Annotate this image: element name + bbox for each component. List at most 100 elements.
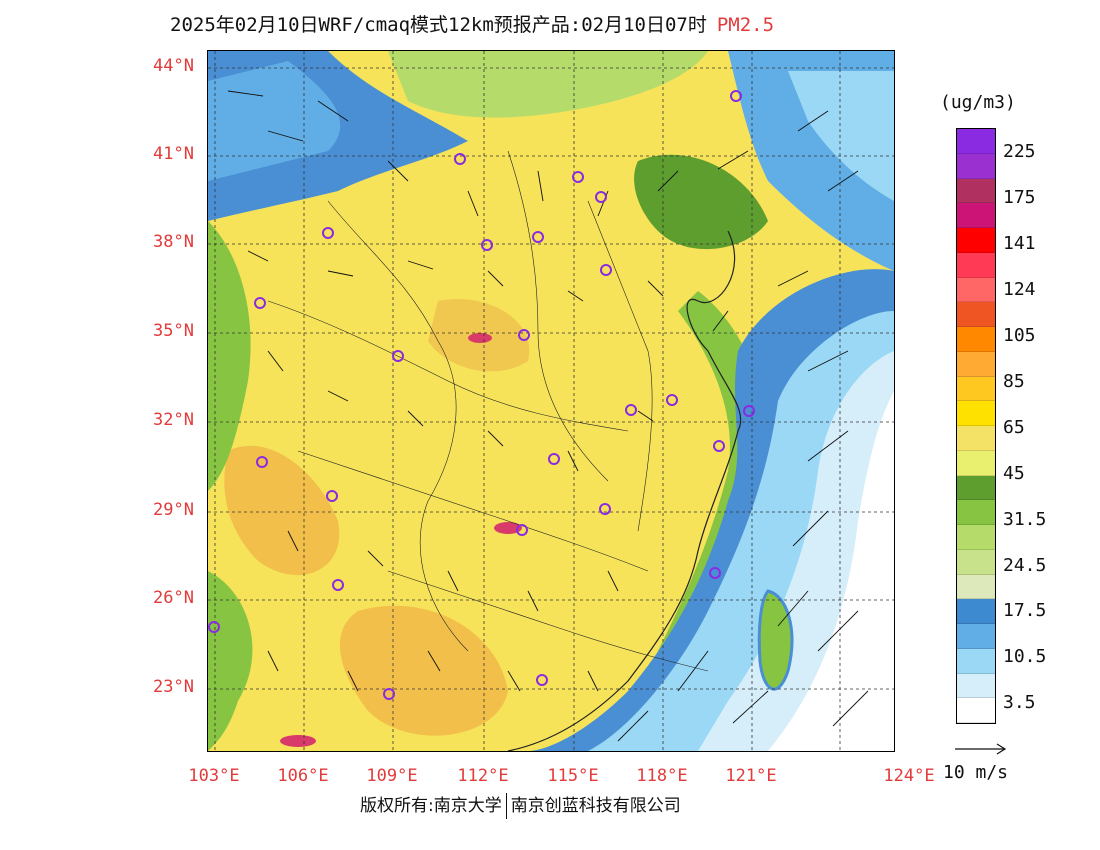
station-marker — [481, 239, 493, 251]
color-swatch-18 — [957, 574, 995, 600]
station-marker — [548, 453, 560, 465]
province-borders — [267, 150, 709, 672]
chart-title: 2025年02月10日WRF/cmaq模式12km预报产品:02月10日07时 P… — [170, 10, 774, 37]
lon-label-103: 103°E — [188, 766, 240, 786]
color-swatch-17 — [957, 549, 995, 575]
hotspot-1 — [494, 522, 522, 534]
lat-label-38: 38°N — [153, 232, 194, 252]
station-marker — [625, 404, 637, 416]
station-marker — [516, 524, 528, 536]
station-marker — [208, 621, 220, 633]
legend-label: 124 — [1003, 279, 1036, 300]
lat-label-32: 32°N — [153, 410, 194, 430]
station-marker — [730, 90, 742, 102]
low-region-northeast-light — [788, 71, 894, 201]
green-region-northplain — [634, 154, 768, 250]
station-marker — [322, 227, 334, 239]
legend-label: 3.5 — [1003, 692, 1036, 713]
copyright-footer: 版权所有:南京大学 南京创蓝科技有限公司 — [360, 791, 681, 819]
pm25-map — [207, 50, 895, 752]
color-swatch-22 — [957, 673, 995, 699]
color-swatch-15 — [957, 500, 995, 525]
color-swatch-10 — [957, 376, 995, 402]
lat-label-41: 41°N — [153, 144, 194, 164]
color-swatch-2 — [957, 178, 995, 204]
station-marker — [392, 350, 404, 362]
wind-scale-arrow — [955, 743, 1007, 755]
station-marker — [518, 329, 530, 341]
color-swatch-7 — [957, 302, 995, 327]
color-swatch-3 — [957, 203, 995, 228]
copyright-right: 南京创蓝科技有限公司 — [510, 796, 681, 816]
color-swatch-20 — [957, 624, 995, 649]
station-marker — [595, 191, 607, 203]
station-marker — [254, 297, 266, 309]
color-swatch-12 — [957, 426, 995, 451]
coastline — [507, 230, 742, 751]
station-marker — [599, 503, 611, 515]
lon-label-118: 118°E — [636, 766, 688, 786]
lon-label-112: 112°E — [457, 766, 509, 786]
station-marker — [666, 394, 678, 406]
color-swatch-19 — [957, 599, 995, 624]
station-marker — [743, 405, 755, 417]
map-canvas — [208, 51, 894, 751]
station-marker — [326, 490, 338, 502]
color-swatch-1 — [957, 153, 995, 179]
color-swatch-8 — [957, 327, 995, 352]
green-strip-west — [208, 221, 251, 491]
title-main: 2025年02月10日WRF/cmaq模式12km预报产品:02月10日07时 — [170, 14, 707, 36]
station-marker — [332, 579, 344, 591]
hotspot-2 — [468, 333, 492, 343]
sea-clean — [768, 391, 894, 751]
legend-label: 85 — [1003, 371, 1025, 392]
lat-label-29: 29°N — [153, 500, 194, 520]
lat-label-35: 35°N — [153, 321, 194, 341]
title-pollutant: PM2.5 — [716, 14, 775, 36]
station-marker — [713, 440, 725, 452]
legend-label: 17.5 — [1003, 600, 1047, 621]
wind-vectors — [227, 90, 869, 742]
lat-label-26: 26°N — [153, 588, 194, 608]
legend-label: 105 — [1003, 325, 1036, 346]
hotspot-3 — [280, 735, 316, 747]
legend-label: 141 — [1003, 233, 1036, 254]
pollution-patch-west — [224, 445, 340, 576]
station-marker — [454, 153, 466, 165]
station-marker — [536, 674, 548, 686]
color-swatch-16 — [957, 525, 995, 550]
color-swatch-0 — [957, 129, 995, 154]
color-swatch-5 — [957, 252, 995, 278]
pollution-patch-south — [339, 605, 508, 736]
legend-label: 175 — [1003, 187, 1036, 208]
legend-label: 45 — [1003, 463, 1025, 484]
legend-label: 24.5 — [1003, 555, 1047, 576]
color-swatch-21 — [957, 648, 995, 674]
green-strip-southwest — [208, 571, 253, 751]
footer-divider — [505, 793, 507, 819]
color-swatch-6 — [957, 277, 995, 303]
lat-label-23: 23°N — [153, 677, 194, 697]
lon-label-124: 124°E — [883, 766, 935, 786]
station-marker — [383, 688, 395, 700]
color-swatch-11 — [957, 401, 995, 426]
station-marker — [532, 231, 544, 243]
graticule — [208, 51, 894, 751]
lat-label-44: 44°N — [153, 56, 194, 76]
lon-label-106: 106°E — [277, 766, 329, 786]
wind-scale-label: 10 m/s — [943, 762, 1009, 783]
legend-label: 10.5 — [1003, 646, 1047, 667]
color-swatch-14 — [957, 475, 995, 501]
low-region-northwest-light — [208, 61, 341, 181]
station-markers — [208, 90, 755, 700]
legend-unit: (ug/m3) — [940, 92, 1016, 113]
station-marker — [709, 567, 721, 579]
station-marker — [256, 456, 268, 468]
lon-label-109: 109°E — [366, 766, 418, 786]
lon-label-121: 121°E — [725, 766, 777, 786]
legend-label: 65 — [1003, 417, 1025, 438]
copyright-left: 版权所有:南京大学 — [360, 796, 502, 816]
lon-label-115: 115°E — [547, 766, 599, 786]
color-bar — [956, 128, 996, 724]
color-swatch-23 — [957, 698, 995, 723]
